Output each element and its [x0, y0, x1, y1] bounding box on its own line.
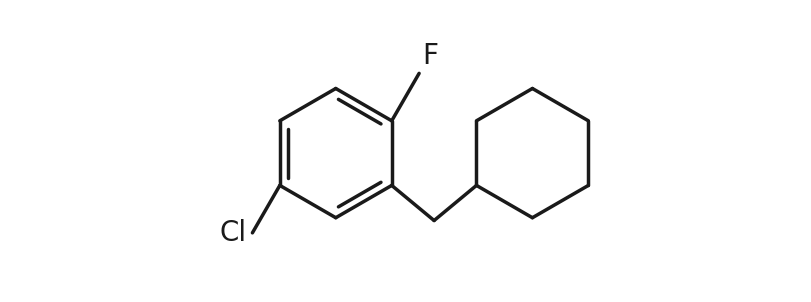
- Text: F: F: [422, 42, 437, 70]
- Text: Cl: Cl: [220, 219, 247, 247]
